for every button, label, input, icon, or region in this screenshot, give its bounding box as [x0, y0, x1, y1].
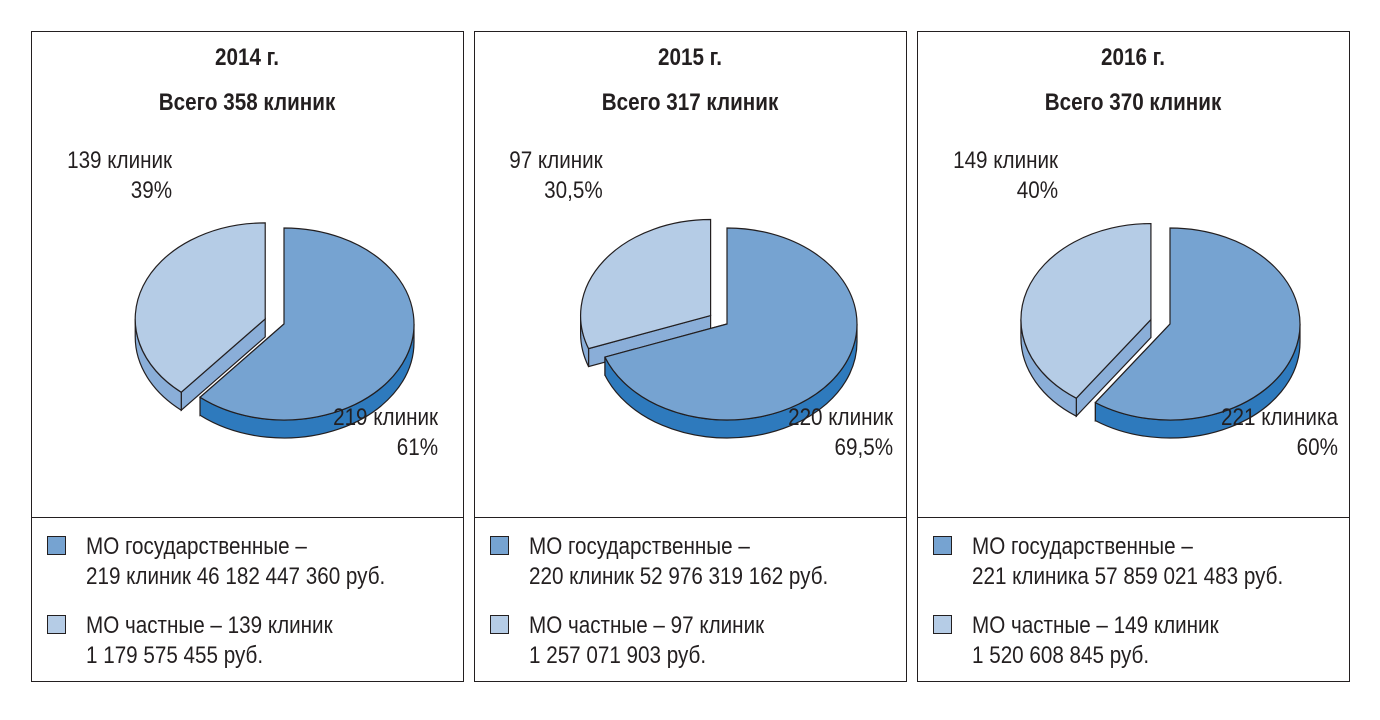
chart-subtitle: Всего 358 клиник — [158, 89, 336, 116]
private-slice-label: 139 клиник 39% — [67, 146, 172, 206]
chart-panel-2014: 2014 г. Всего 358 клиник 139 клиник 39% … — [31, 31, 464, 682]
public-percent-label: 61% — [396, 434, 438, 461]
legend-swatch-private — [490, 615, 509, 634]
private-slice-label: 149 клиник 40% — [953, 146, 1058, 206]
private-percent-label: 39% — [130, 177, 172, 204]
legend-item-private: МО частные – 139 клиник 1 179 575 455 ру… — [44, 611, 457, 671]
chart-panel-2015: 2015 г. Всего 317 клиник 97 клиник 30,5%… — [474, 31, 907, 682]
legend-private-line2: 1 520 608 845 руб. — [972, 642, 1150, 669]
legend-public-line1: МО государственные – — [86, 533, 307, 560]
legend-public-line2: 219 клиник 46 182 447 360 руб. — [86, 563, 386, 590]
legend-swatch-private — [933, 615, 952, 634]
public-slice-label: 219 клиник 61% — [333, 403, 438, 463]
legend-swatch-public — [490, 536, 509, 555]
legend-public-line2: 221 клиника 57 859 021 483 руб. — [972, 563, 1284, 590]
legend-item-public: МО государственные – 220 клиник 52 976 3… — [487, 532, 900, 592]
legend: МО государственные – 221 клиника 57 859 … — [930, 532, 1343, 690]
legend-public-line2: 220 клиник 52 976 319 162 руб. — [529, 563, 829, 590]
public-count-label: 220 клиник — [788, 404, 893, 431]
legend-swatch-private — [47, 615, 66, 634]
private-percent-label: 30,5% — [544, 177, 603, 204]
chart-title: 2015 г. — [658, 44, 722, 71]
public-percent-label: 60% — [1296, 434, 1338, 461]
legend-private-line1: МО частные – 139 клиник — [86, 612, 333, 639]
divider — [475, 517, 906, 518]
public-slice — [199, 227, 415, 421]
legend-swatch-public — [47, 536, 66, 555]
private-slice — [1020, 222, 1152, 399]
public-slice — [1094, 227, 1301, 421]
chart-subtitle: Всего 370 клиник — [1044, 89, 1222, 116]
pie-chart-svg — [134, 222, 415, 439]
legend-public-line1: МО государственные – — [972, 533, 1193, 560]
private-slice — [579, 218, 712, 350]
private-slice-label: 97 клиник 30,5% — [510, 146, 603, 206]
pie-chart-area: 2016 г. Всего 370 клиник 149 клиник 40% … — [918, 32, 1348, 517]
legend-item-private: МО частные – 97 клиник 1 257 071 903 руб… — [487, 611, 900, 671]
legend-item-public: МО государственные – 221 клиника 57 859 … — [930, 532, 1343, 592]
public-slice-label: 220 клиник 69,5% — [788, 403, 893, 463]
pie-chart-area: 2015 г. Всего 317 клиник 97 клиник 30,5%… — [475, 32, 905, 517]
chart-title: 2014 г. — [215, 44, 279, 71]
legend-private-line1: МО частные – 149 клиник — [972, 612, 1219, 639]
legend-private-line2: 1 179 575 455 руб. — [86, 642, 264, 669]
private-slice — [134, 222, 266, 393]
legend-item-public: МО государственные – 219 клиник 46 182 4… — [44, 532, 457, 592]
legend-private-line1: МО частные – 97 клиник — [529, 612, 765, 639]
divider — [32, 517, 463, 518]
chart-panel-2016: 2016 г. Всего 370 клиник 149 клиник 40% … — [917, 31, 1350, 682]
legend-private-line2: 1 257 071 903 руб. — [529, 642, 707, 669]
divider — [918, 517, 1349, 518]
public-slice-label: 221 клиника 60% — [1221, 403, 1338, 463]
private-count-label: 149 клиник — [953, 147, 1058, 174]
public-count-label: 219 клиник — [333, 404, 438, 431]
chart-title: 2016 г. — [1101, 44, 1165, 71]
pie-chart-svg — [579, 218, 858, 439]
legend-public-line1: МО государственные – — [529, 533, 750, 560]
private-count-label: 97 клиник — [509, 147, 603, 174]
legend-item-private: МО частные – 149 клиник 1 520 608 845 ру… — [930, 611, 1343, 671]
public-count-label: 221 клиника — [1221, 404, 1338, 431]
public-percent-label: 69,5% — [834, 434, 893, 461]
pie-chart-svg — [1020, 222, 1301, 439]
private-percent-label: 40% — [1016, 177, 1058, 204]
legend-swatch-public — [933, 536, 952, 555]
legend: МО государственные – 219 клиник 46 182 4… — [44, 532, 457, 690]
public-slice — [604, 227, 858, 421]
chart-subtitle: Всего 317 клиник — [601, 89, 779, 116]
private-count-label: 139 клиник — [67, 147, 172, 174]
legend: МО государственные – 220 клиник 52 976 3… — [487, 532, 900, 690]
pie-chart-area: 2014 г. Всего 358 клиник 139 клиник 39% … — [32, 32, 462, 517]
